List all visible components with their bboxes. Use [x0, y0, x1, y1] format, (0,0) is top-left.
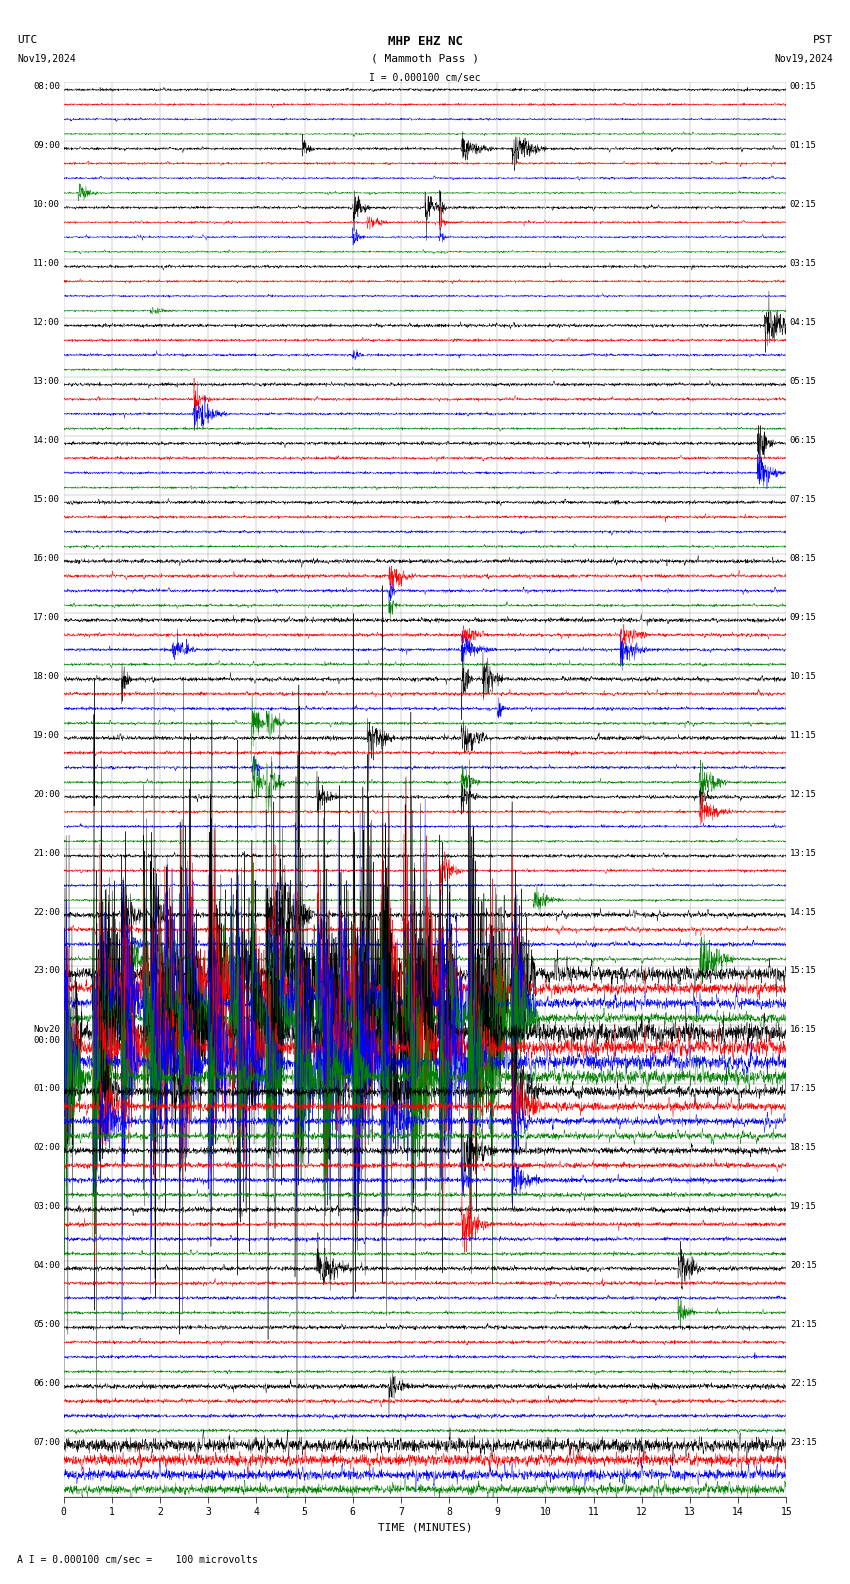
Text: 05:00: 05:00: [33, 1319, 60, 1329]
Text: Nov19,2024: Nov19,2024: [17, 54, 76, 63]
Text: 18:15: 18:15: [790, 1144, 817, 1152]
Text: 20:00: 20:00: [33, 790, 60, 798]
Text: 19:00: 19:00: [33, 730, 60, 740]
Text: ( Mammoth Pass ): ( Mammoth Pass ): [371, 54, 479, 63]
Text: 10:00: 10:00: [33, 200, 60, 209]
Text: 18:00: 18:00: [33, 672, 60, 681]
Text: 01:15: 01:15: [790, 141, 817, 150]
Text: PST: PST: [813, 35, 833, 44]
Text: 13:15: 13:15: [790, 849, 817, 857]
Text: 22:00: 22:00: [33, 908, 60, 917]
Text: Nov20
00:00: Nov20 00:00: [33, 1025, 60, 1045]
Text: 04:15: 04:15: [790, 318, 817, 328]
Text: 02:15: 02:15: [790, 200, 817, 209]
Text: 15:00: 15:00: [33, 494, 60, 504]
Text: 17:00: 17:00: [33, 613, 60, 623]
Text: 16:00: 16:00: [33, 554, 60, 562]
Text: 03:15: 03:15: [790, 260, 817, 268]
Text: 02:00: 02:00: [33, 1144, 60, 1152]
Text: 11:00: 11:00: [33, 260, 60, 268]
Text: 17:15: 17:15: [790, 1085, 817, 1093]
Text: 21:00: 21:00: [33, 849, 60, 857]
Text: 09:15: 09:15: [790, 613, 817, 623]
Text: 22:15: 22:15: [790, 1380, 817, 1388]
Text: 05:15: 05:15: [790, 377, 817, 386]
Text: 12:00: 12:00: [33, 318, 60, 328]
Text: 07:00: 07:00: [33, 1438, 60, 1446]
Text: 15:15: 15:15: [790, 966, 817, 976]
Text: 10:15: 10:15: [790, 672, 817, 681]
Text: 14:00: 14:00: [33, 436, 60, 445]
Text: 20:15: 20:15: [790, 1261, 817, 1270]
Text: 07:15: 07:15: [790, 494, 817, 504]
Text: 23:15: 23:15: [790, 1438, 817, 1446]
Text: 03:00: 03:00: [33, 1202, 60, 1212]
Text: 11:15: 11:15: [790, 730, 817, 740]
Text: 04:00: 04:00: [33, 1261, 60, 1270]
Text: UTC: UTC: [17, 35, 37, 44]
Text: 08:15: 08:15: [790, 554, 817, 562]
X-axis label: TIME (MINUTES): TIME (MINUTES): [377, 1522, 473, 1533]
Text: 23:00: 23:00: [33, 966, 60, 976]
Text: 21:15: 21:15: [790, 1319, 817, 1329]
Text: 06:00: 06:00: [33, 1380, 60, 1388]
Text: Nov19,2024: Nov19,2024: [774, 54, 833, 63]
Text: 14:15: 14:15: [790, 908, 817, 917]
Text: 12:15: 12:15: [790, 790, 817, 798]
Text: A I = 0.000100 cm/sec =    100 microvolts: A I = 0.000100 cm/sec = 100 microvolts: [17, 1555, 258, 1565]
Text: 13:00: 13:00: [33, 377, 60, 386]
Text: I = 0.000100 cm/sec: I = 0.000100 cm/sec: [369, 73, 481, 82]
Text: 06:15: 06:15: [790, 436, 817, 445]
Text: MHP EHZ NC: MHP EHZ NC: [388, 35, 462, 48]
Text: 19:15: 19:15: [790, 1202, 817, 1212]
Text: 16:15: 16:15: [790, 1025, 817, 1034]
Text: 08:00: 08:00: [33, 82, 60, 92]
Text: 01:00: 01:00: [33, 1085, 60, 1093]
Text: 09:00: 09:00: [33, 141, 60, 150]
Text: 00:15: 00:15: [790, 82, 817, 92]
